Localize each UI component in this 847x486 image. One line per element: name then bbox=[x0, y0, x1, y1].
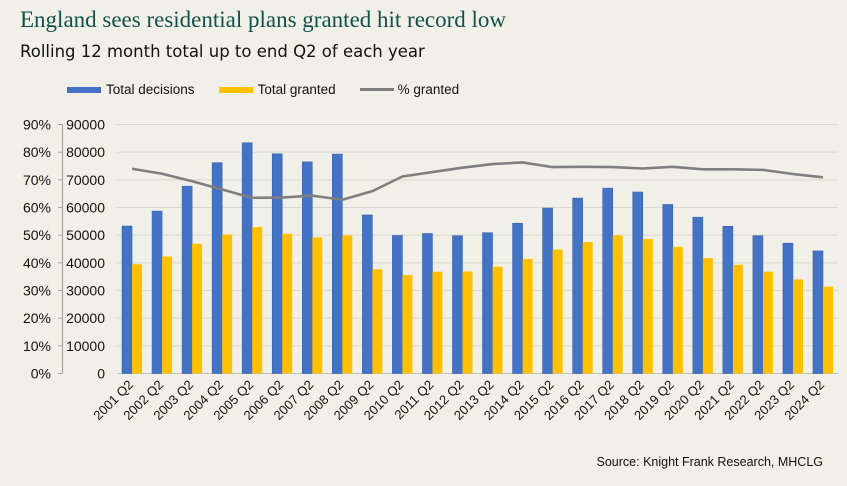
bar-total-granted bbox=[402, 275, 413, 374]
bar-total-decisions bbox=[151, 210, 163, 374]
bars bbox=[121, 142, 833, 374]
bar-total-decisions bbox=[692, 216, 704, 374]
bar-total-granted bbox=[762, 271, 773, 374]
bar-total-granted bbox=[732, 264, 743, 374]
bar-total-decisions bbox=[422, 233, 433, 374]
legend-label-pct-granted: % granted bbox=[397, 82, 460, 97]
bar-total-decisions bbox=[542, 207, 553, 374]
chart-subtitle: Rolling 12 month total up to end Q2 of e… bbox=[20, 42, 425, 61]
legend: Total decisions Total granted % granted bbox=[67, 82, 483, 97]
bar-total-granted bbox=[552, 249, 563, 374]
bar-total-decisions bbox=[722, 226, 734, 374]
bar-total-decisions bbox=[301, 161, 313, 374]
y-tick-percent: 60% bbox=[23, 200, 51, 216]
y-tick-percent: 50% bbox=[23, 227, 51, 243]
legend-item-total-decisions: Total decisions bbox=[67, 82, 195, 97]
bar-total-granted bbox=[582, 242, 593, 374]
legend-item-pct-granted: % granted bbox=[359, 82, 460, 97]
bar-total-decisions bbox=[181, 185, 193, 374]
bar-total-granted bbox=[282, 233, 293, 374]
y-tick-percent: 80% bbox=[23, 144, 51, 160]
y-tick-percent: 0% bbox=[31, 366, 51, 382]
bar-total-granted bbox=[462, 271, 473, 374]
bar-total-decisions bbox=[271, 153, 283, 374]
bar-total-granted bbox=[702, 258, 713, 374]
bar-total-granted bbox=[822, 286, 833, 374]
bar-total-decisions bbox=[211, 162, 223, 374]
legend-swatch-total-granted bbox=[218, 86, 253, 93]
bar-total-decisions bbox=[512, 222, 523, 374]
y-tick-count: 70000 bbox=[66, 172, 105, 188]
bar-total-decisions bbox=[332, 153, 343, 374]
bar-total-granted bbox=[342, 235, 353, 374]
bar-total-decisions bbox=[572, 197, 583, 374]
bar-total-decisions bbox=[452, 235, 463, 374]
y-tick-count: 20000 bbox=[66, 310, 105, 326]
chart-title: England sees residential plans granted h… bbox=[20, 7, 507, 32]
bar-total-granted bbox=[192, 243, 203, 374]
bar-total-granted bbox=[642, 239, 653, 374]
y-tick-count: 30000 bbox=[66, 283, 105, 299]
legend-swatch-total-decisions bbox=[67, 86, 101, 93]
bar-total-decisions bbox=[812, 250, 824, 374]
y-tick-count: 80000 bbox=[66, 144, 105, 160]
bar-total-granted bbox=[492, 266, 503, 374]
source-note: Source: Knight Frank Research, MHCLG bbox=[596, 455, 823, 469]
bar-total-decisions bbox=[602, 187, 613, 374]
bar-total-decisions bbox=[362, 214, 373, 374]
y-tick-percent: 20% bbox=[23, 310, 51, 326]
bar-total-decisions bbox=[632, 191, 644, 374]
y-tick-count: 90000 bbox=[66, 117, 105, 133]
bar-total-decisions bbox=[121, 225, 133, 374]
bar-total-granted bbox=[162, 256, 173, 374]
gridlines bbox=[117, 124, 838, 347]
bar-total-granted bbox=[252, 227, 263, 374]
pct-line bbox=[131, 161, 824, 202]
y-tick-count: 50000 bbox=[66, 227, 105, 243]
bar-total-decisions bbox=[662, 204, 674, 374]
bar-total-decisions bbox=[482, 232, 493, 374]
legend-label-total-decisions: Total decisions bbox=[106, 82, 195, 97]
bar-total-decisions bbox=[752, 235, 764, 374]
bar-total-granted bbox=[222, 234, 233, 374]
y-tick-percent: 70% bbox=[23, 172, 51, 188]
bar-total-decisions bbox=[241, 142, 253, 374]
bar-total-granted bbox=[672, 246, 683, 374]
bar-total-decisions bbox=[392, 235, 403, 374]
bar-total-granted bbox=[312, 237, 323, 374]
y-tick-percent: 10% bbox=[23, 338, 51, 354]
axes: 0 0% 10000 10% 20000 20% 30000 30% 40000 40% 50000… bbox=[23, 117, 838, 382]
y-tick-percent: 30% bbox=[23, 283, 51, 299]
line-pct-granted bbox=[131, 161, 824, 202]
y-tick-count: 40000 bbox=[66, 255, 105, 271]
y-tick-percent: 40% bbox=[23, 255, 51, 271]
bar-total-granted bbox=[612, 235, 623, 374]
y-tick-count: 60000 bbox=[66, 200, 105, 216]
bar-total-granted bbox=[522, 258, 533, 374]
y-tick-percent: 90% bbox=[23, 117, 51, 133]
bar-total-decisions bbox=[782, 242, 794, 374]
y-tick-count: 10000 bbox=[66, 338, 105, 354]
bar-total-granted bbox=[372, 269, 383, 374]
legend-item-total-granted: Total granted bbox=[218, 82, 336, 97]
bar-total-granted bbox=[792, 279, 803, 374]
bar-total-granted bbox=[132, 264, 143, 374]
legend-label-total-granted: Total granted bbox=[257, 82, 336, 97]
bar-total-granted bbox=[432, 271, 443, 374]
legend-swatch-pct-granted bbox=[359, 88, 394, 91]
y-tick-count: 0 bbox=[97, 366, 105, 382]
